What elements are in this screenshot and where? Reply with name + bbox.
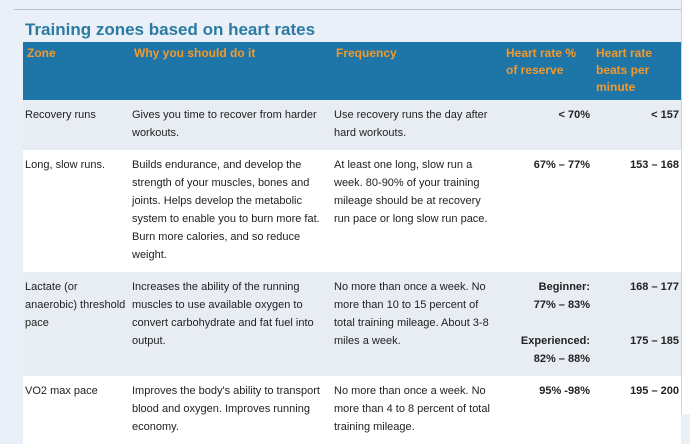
cell-why: Gives you time to recover from harder wo…	[130, 100, 332, 150]
cell-reserve: 67% – 77%	[502, 150, 592, 272]
cell-frequency: At least one long, slow run a week. 80-9…	[332, 150, 502, 272]
cell-why: Improves the body's ability to transport…	[130, 376, 332, 444]
table-row: Long, slow runs. Builds endurance, and d…	[23, 150, 681, 272]
table-row: Recovery runs Gives you time to recover …	[23, 100, 681, 150]
cell-bpm: < 157	[592, 100, 681, 150]
cell-reserve: Beginner: 77% – 83% Experienced: 82% – 8…	[502, 272, 592, 376]
cell-frequency: Use recovery runs the day after hard wor…	[332, 100, 502, 150]
table-row: VO2 max pace Improves the body's ability…	[23, 376, 681, 444]
cell-frequency: No more than once a week. No more than 4…	[332, 376, 502, 444]
cell-reserve: 95% -98%	[502, 376, 592, 444]
page: Training zones based on heart rates Zone…	[14, 0, 690, 444]
cell-zone: Lactate (or anaerobic) threshold pace	[23, 272, 130, 376]
heart-rate-zones-table: Zone Why you should do it Frequency Hear…	[23, 42, 681, 444]
window-edge	[681, 0, 690, 414]
reserve-experienced-label: Experienced:	[520, 335, 590, 347]
header-frequency: Frequency	[332, 42, 502, 100]
cell-why: Increases the ability of the running mus…	[130, 272, 332, 376]
cell-bpm: 195 – 200	[592, 376, 681, 444]
reserve-beginner-value: 77% – 83%	[533, 299, 590, 311]
page-title: Training zones based on heart rates	[25, 20, 316, 39]
cell-frequency: No more than once a week. No more than 1…	[332, 272, 502, 376]
header-bpm: Heart rate beats per minute	[592, 42, 681, 100]
cell-zone: Recovery runs	[23, 100, 130, 150]
table-row: Lactate (or anaerobic) threshold pace In…	[23, 272, 681, 376]
header-zone: Zone	[23, 42, 130, 100]
cell-bpm: 168 – 177 175 – 185	[592, 272, 681, 376]
header-reserve: Heart rate % of reserve	[502, 42, 592, 100]
reserve-experienced-value: 82% – 88%	[533, 353, 590, 365]
cell-zone: Long, slow runs.	[23, 150, 130, 272]
top-divider	[14, 9, 681, 10]
cell-reserve: < 70%	[502, 100, 592, 150]
cell-zone: VO2 max pace	[23, 376, 130, 444]
cell-why: Builds endurance, and develop the streng…	[130, 150, 332, 272]
cell-bpm: 153 – 168	[592, 150, 681, 272]
reserve-beginner-label: Beginner:	[538, 281, 590, 293]
table-header-row: Zone Why you should do it Frequency Hear…	[23, 42, 681, 100]
header-why: Why you should do it	[130, 42, 332, 100]
bpm-beginner-value: 168 – 177	[630, 281, 679, 293]
bpm-experienced-value: 175 – 185	[630, 335, 679, 347]
